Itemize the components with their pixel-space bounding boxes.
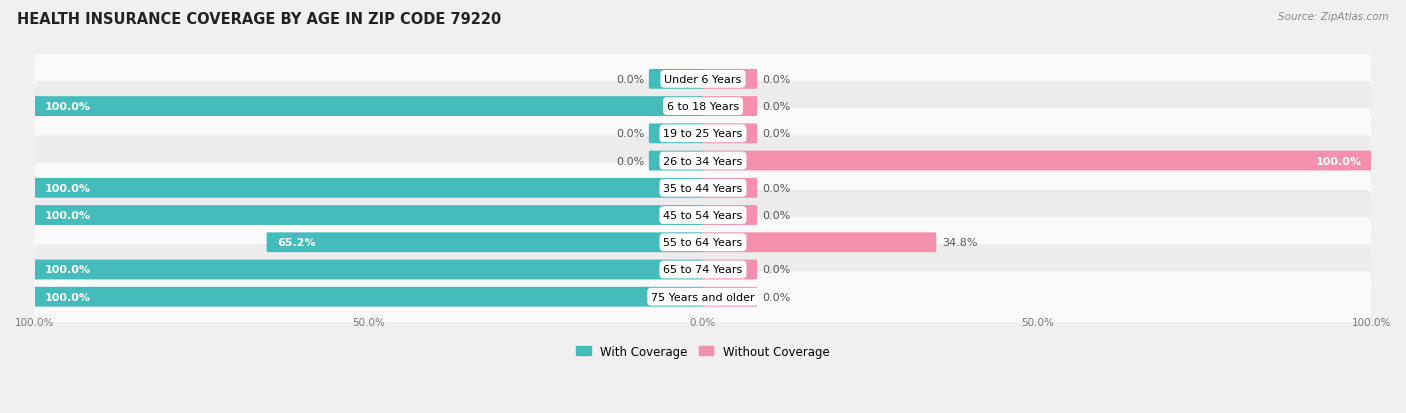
FancyBboxPatch shape: [35, 190, 1371, 241]
FancyBboxPatch shape: [34, 97, 703, 117]
FancyBboxPatch shape: [35, 218, 1371, 268]
Text: 19 to 25 Years: 19 to 25 Years: [664, 129, 742, 139]
Text: Under 6 Years: Under 6 Years: [665, 75, 741, 85]
Text: 100.0%: 100.0%: [45, 102, 91, 112]
Text: HEALTH INSURANCE COVERAGE BY AGE IN ZIP CODE 79220: HEALTH INSURANCE COVERAGE BY AGE IN ZIP …: [17, 12, 501, 27]
FancyBboxPatch shape: [648, 70, 703, 90]
Text: 45 to 54 Years: 45 to 54 Years: [664, 211, 742, 221]
FancyBboxPatch shape: [34, 206, 703, 225]
FancyBboxPatch shape: [648, 151, 703, 171]
FancyBboxPatch shape: [35, 163, 1371, 214]
FancyBboxPatch shape: [35, 55, 1371, 105]
Text: 75 Years and older: 75 Years and older: [651, 292, 755, 302]
Text: 0.0%: 0.0%: [762, 129, 790, 139]
FancyBboxPatch shape: [35, 245, 1371, 295]
Text: 0.0%: 0.0%: [762, 75, 790, 85]
Text: 55 to 64 Years: 55 to 64 Years: [664, 238, 742, 248]
FancyBboxPatch shape: [703, 233, 936, 253]
Text: 35 to 44 Years: 35 to 44 Years: [664, 183, 742, 193]
FancyBboxPatch shape: [35, 109, 1371, 159]
Text: 0.0%: 0.0%: [616, 75, 644, 85]
Text: 0.0%: 0.0%: [762, 292, 790, 302]
Text: 34.8%: 34.8%: [942, 238, 977, 248]
Text: 0.0%: 0.0%: [616, 129, 644, 139]
Text: 100.0%: 100.0%: [45, 183, 91, 193]
Text: 100.0%: 100.0%: [45, 265, 91, 275]
FancyBboxPatch shape: [34, 260, 703, 280]
Text: 100.0%: 100.0%: [45, 292, 91, 302]
Text: 0.0%: 0.0%: [762, 183, 790, 193]
FancyBboxPatch shape: [648, 124, 703, 144]
Text: 65 to 74 Years: 65 to 74 Years: [664, 265, 742, 275]
Text: 6 to 18 Years: 6 to 18 Years: [666, 102, 740, 112]
FancyBboxPatch shape: [703, 260, 758, 280]
FancyBboxPatch shape: [703, 287, 758, 307]
Text: 0.0%: 0.0%: [616, 156, 644, 166]
FancyBboxPatch shape: [703, 124, 758, 144]
FancyBboxPatch shape: [703, 70, 758, 90]
Text: 100.0%: 100.0%: [45, 211, 91, 221]
Text: 0.0%: 0.0%: [762, 265, 790, 275]
Text: 100.0%: 100.0%: [1315, 156, 1361, 166]
FancyBboxPatch shape: [34, 287, 703, 307]
FancyBboxPatch shape: [703, 178, 758, 198]
FancyBboxPatch shape: [35, 136, 1371, 186]
Text: Source: ZipAtlas.com: Source: ZipAtlas.com: [1278, 12, 1389, 22]
Text: 26 to 34 Years: 26 to 34 Years: [664, 156, 742, 166]
FancyBboxPatch shape: [34, 178, 703, 198]
Legend: With Coverage, Without Coverage: With Coverage, Without Coverage: [572, 340, 834, 363]
FancyBboxPatch shape: [703, 206, 758, 225]
FancyBboxPatch shape: [267, 233, 703, 253]
FancyBboxPatch shape: [35, 272, 1371, 322]
Text: 0.0%: 0.0%: [762, 211, 790, 221]
FancyBboxPatch shape: [703, 151, 1372, 171]
Text: 65.2%: 65.2%: [277, 238, 316, 248]
FancyBboxPatch shape: [703, 97, 758, 117]
Text: 0.0%: 0.0%: [762, 102, 790, 112]
FancyBboxPatch shape: [35, 82, 1371, 132]
